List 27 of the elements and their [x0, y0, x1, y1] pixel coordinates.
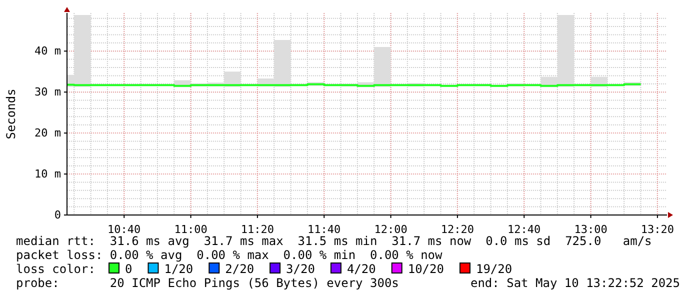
x-tick-label: 12:20	[440, 223, 474, 236]
x-tick-label: 13:00	[574, 223, 608, 236]
legend-label: 19/20	[476, 262, 512, 276]
x-tick-label: 11:20	[240, 223, 274, 236]
text: end: Sat May 10 13:22:52 2025	[470, 276, 680, 290]
y-tick-label: 20 m	[34, 126, 62, 140]
x-tick-label: 12:00	[374, 223, 408, 236]
x-tick-label: 13:20	[640, 223, 674, 236]
y-axis-title: Seconds	[4, 88, 18, 140]
x-tick-label: 11:40	[308, 223, 341, 236]
text: packet loss: 0.00 % avg 0.00 % max 0.00 % min 0.00 % now	[16, 248, 444, 262]
x-tick-label: 12:40	[508, 223, 541, 236]
legend-label: 3/20	[286, 262, 315, 276]
y-tick-label: 10 m	[34, 168, 62, 181]
legend-label: 0	[125, 262, 132, 276]
y-tick-label: 40 m	[34, 44, 62, 58]
legend-label: 10/20	[408, 262, 444, 276]
x-tick-label: 11:00	[174, 223, 208, 236]
legend-label: 1/20	[164, 262, 194, 276]
y-tick-label: 0	[54, 208, 61, 222]
legend-label: 4/20	[346, 262, 376, 276]
y-tick-label: 30 m	[34, 86, 62, 99]
text: median rtt: 31.6 ms avg 31.7 ms max 31.5 ms min 31.7 ms now 0.0 ms sd 725.0 am/s	[16, 234, 652, 248]
legend-title: loss color:	[16, 262, 96, 276]
text: probe: 20 ICMP Echo Pings (56 Bytes) every 300s	[16, 276, 399, 290]
x-tick-label: 10:40	[108, 223, 141, 236]
legend-label: 2/20	[225, 262, 254, 276]
